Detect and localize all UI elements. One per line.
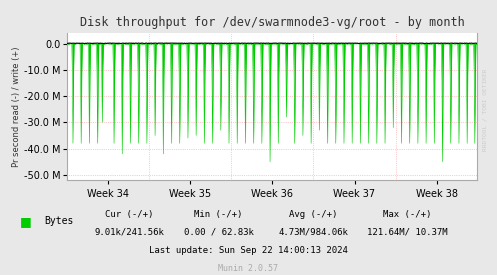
Y-axis label: Pr second read (-) / write (+): Pr second read (-) / write (+): [12, 46, 21, 167]
Text: RRDTOOL / TOBI OETIKER: RRDTOOL / TOBI OETIKER: [482, 69, 487, 151]
Text: 9.01k/241.56k: 9.01k/241.56k: [94, 228, 164, 237]
Text: Bytes: Bytes: [45, 216, 74, 226]
Title: Disk throughput for /dev/swarmnode3-vg/root - by month: Disk throughput for /dev/swarmnode3-vg/r…: [80, 16, 465, 29]
Text: Munin 2.0.57: Munin 2.0.57: [219, 264, 278, 273]
Text: 121.64M/ 10.37M: 121.64M/ 10.37M: [367, 228, 448, 237]
Text: Min (-/+): Min (-/+): [194, 210, 243, 219]
Text: Max (-/+): Max (-/+): [383, 210, 432, 219]
Text: 0.00 / 62.83k: 0.00 / 62.83k: [184, 228, 253, 237]
Text: ■: ■: [20, 215, 32, 228]
Text: Last update: Sun Sep 22 14:00:13 2024: Last update: Sun Sep 22 14:00:13 2024: [149, 246, 348, 255]
Text: 4.73M/984.06k: 4.73M/984.06k: [278, 228, 348, 237]
Text: Avg (-/+): Avg (-/+): [289, 210, 337, 219]
Text: Cur (-/+): Cur (-/+): [105, 210, 154, 219]
